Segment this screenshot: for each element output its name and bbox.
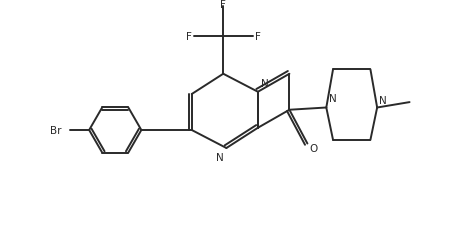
Text: N: N xyxy=(379,96,387,106)
Text: N: N xyxy=(216,152,224,162)
Text: N: N xyxy=(329,94,336,104)
Text: F: F xyxy=(186,32,192,42)
Text: O: O xyxy=(310,143,318,153)
Text: F: F xyxy=(255,32,261,42)
Text: F: F xyxy=(220,0,226,10)
Text: N: N xyxy=(262,79,269,89)
Text: Br: Br xyxy=(50,125,61,135)
